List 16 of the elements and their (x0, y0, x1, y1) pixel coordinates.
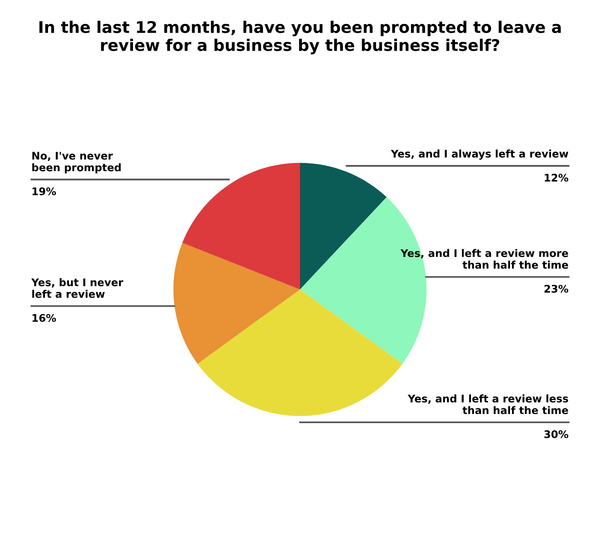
data-label: 12% (544, 174, 568, 182)
data-label: 30% (544, 430, 568, 438)
pie-slice (198, 289, 402, 416)
pie-slice (300, 162, 387, 290)
chart-title: In the last 12 months, have you been prompted to leave a review for a business by the business itself? (39, 20, 561, 54)
data-label: 16% (32, 314, 56, 322)
data-label: 23% (544, 284, 568, 293)
pie-slice (173, 242, 300, 364)
pie-slice (182, 162, 300, 290)
data-label: 19% (32, 187, 56, 196)
slice-label: Yes, and I always left a review (390, 150, 568, 160)
slice-label: Yes, and I left a review less than half the time (408, 394, 568, 414)
slice-label: Yes, and I left a review more than half the time (400, 249, 568, 269)
slice-label: No, I've never been prompted (32, 152, 121, 174)
slice-label: Yes, but I never left a review (31, 278, 124, 298)
pie-slice (300, 197, 427, 364)
